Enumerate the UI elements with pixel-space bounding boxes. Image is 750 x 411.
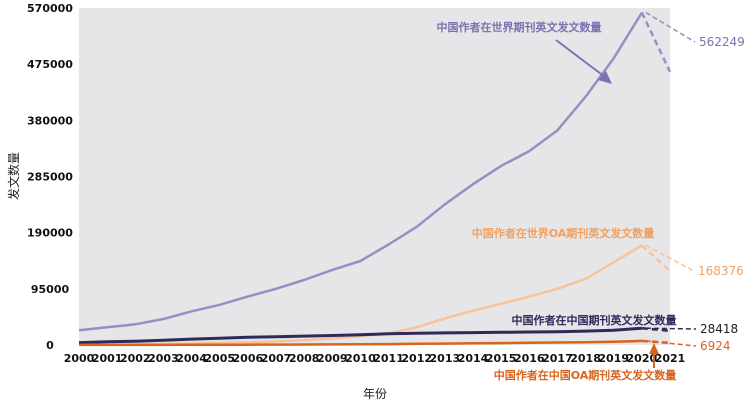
x-tick-label: 2001 — [92, 352, 123, 365]
x-tick-label: 2021 — [655, 352, 686, 365]
x-tick-label: 2014 — [458, 352, 489, 365]
x-tick-label: 2008 — [289, 352, 320, 365]
end-value-label: 562249 — [699, 35, 745, 49]
end-value-label: 168376 — [698, 264, 744, 278]
x-tick-label: 2007 — [261, 352, 292, 365]
x-tick-label: 2015 — [486, 352, 517, 365]
x-tick-label: 2018 — [570, 352, 601, 365]
x-tick-label: 2005 — [204, 352, 235, 365]
x-tick-label: 2011 — [373, 352, 404, 365]
x-tick-label: 2016 — [514, 352, 545, 365]
x-tick-label: 2020 — [627, 352, 658, 365]
series-name-label: 中国作者在中国期刊英文发文数量 — [512, 313, 677, 327]
y-tick-label: 190000 — [27, 227, 73, 240]
x-tick-label: 2019 — [598, 352, 629, 365]
x-tick-label: 2009 — [317, 352, 348, 365]
x-tick-label: 2002 — [120, 352, 151, 365]
x-tick-label: 2017 — [542, 352, 573, 365]
x-tick-label: 2010 — [345, 352, 376, 365]
x-tick-label: 2004 — [176, 352, 207, 365]
x-axis-title: 年份 — [363, 387, 387, 401]
y-tick-label: 0 — [46, 339, 54, 352]
series-line — [78, 326, 643, 345]
series-projection — [641, 244, 671, 273]
end-label-leader — [645, 11, 696, 43]
x-tick-label: 2013 — [430, 352, 461, 365]
y-tick-label: 285000 — [27, 171, 73, 184]
end-value-label: 6924 — [700, 339, 731, 353]
plot-area — [79, 8, 670, 345]
series-name-label: 中国作者在中国OA期刊英文发文数量 — [494, 368, 677, 382]
series-name-label: 中国作者在世界期刊英文发文数量 — [437, 20, 602, 34]
y-tick-label: 95000 — [31, 283, 70, 296]
arrow-head — [649, 343, 659, 354]
y-tick-label: 570000 — [27, 2, 73, 15]
end-value-label: 28418 — [700, 322, 738, 336]
y-tick-label: 380000 — [27, 114, 73, 127]
end-label-leader — [645, 244, 695, 272]
series-projection — [640, 12, 672, 73]
arrow-head — [598, 71, 612, 84]
x-tick-label: 2000 — [64, 352, 95, 365]
x-tick-label: 2003 — [148, 352, 179, 365]
arrow-shaft — [555, 39, 606, 78]
series-name-label: 中国作者在世界OA期刊英文发文数量 — [472, 226, 655, 240]
y-axis-title: 发文数量 — [6, 152, 21, 200]
end-label-leader — [645, 327, 697, 330]
series-line — [78, 11, 643, 332]
y-tick-label: 475000 — [27, 58, 73, 71]
x-tick-label: 2012 — [401, 352, 432, 365]
x-tick-label: 2006 — [233, 352, 264, 365]
series-line — [79, 339, 642, 347]
end-label-leader — [645, 340, 697, 347]
